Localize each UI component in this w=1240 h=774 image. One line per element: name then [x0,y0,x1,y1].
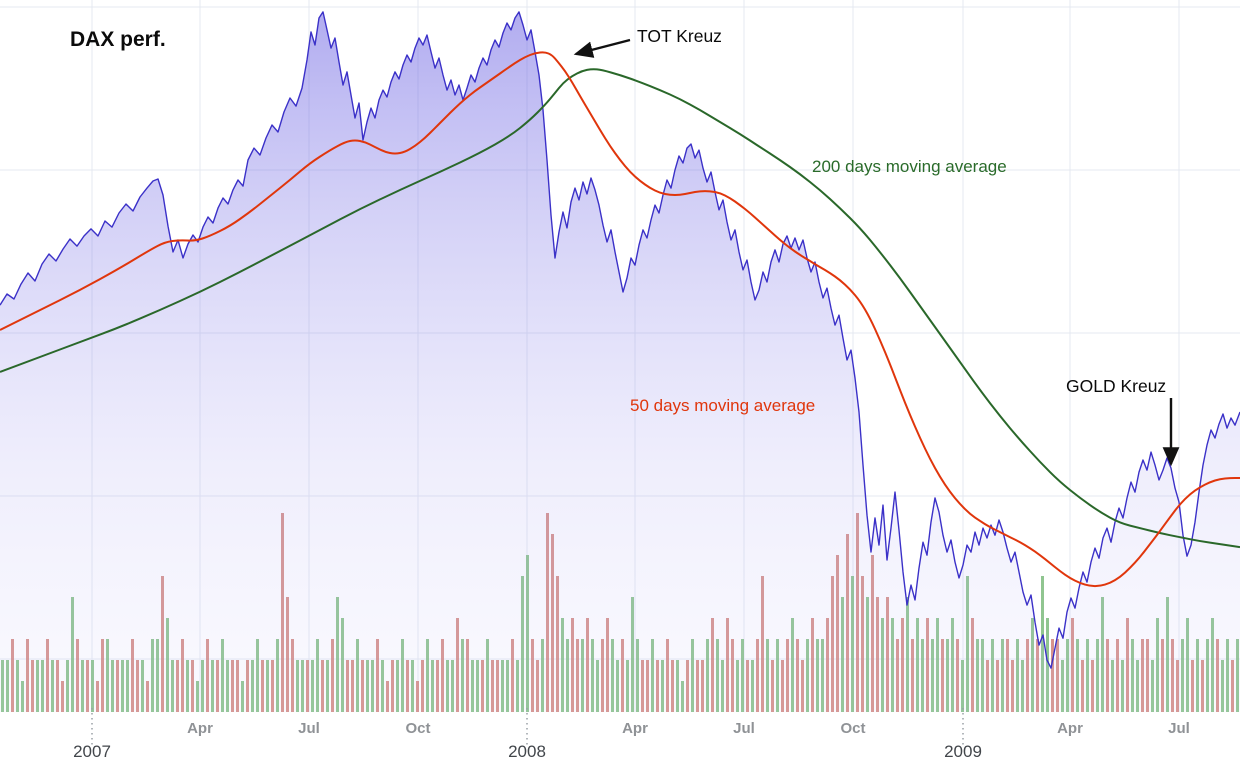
ma50-line [0,51,1240,588]
gold-kreuz-annotation: GOLD Kreuz [1066,376,1167,396]
tot-kreuz-annotation: TOT Kreuz [637,26,722,46]
price-line [0,11,1240,669]
ma200-series-label: 200 days moving average [812,157,1007,176]
price-area [0,11,1240,712]
year-tick-marks [91,708,964,746]
tot-kreuz-arrow [573,38,631,58]
chart-title: DAX perf. [70,28,166,51]
ma200-line [0,68,1240,549]
ma50-series-label: 50 days moving average [630,396,816,415]
